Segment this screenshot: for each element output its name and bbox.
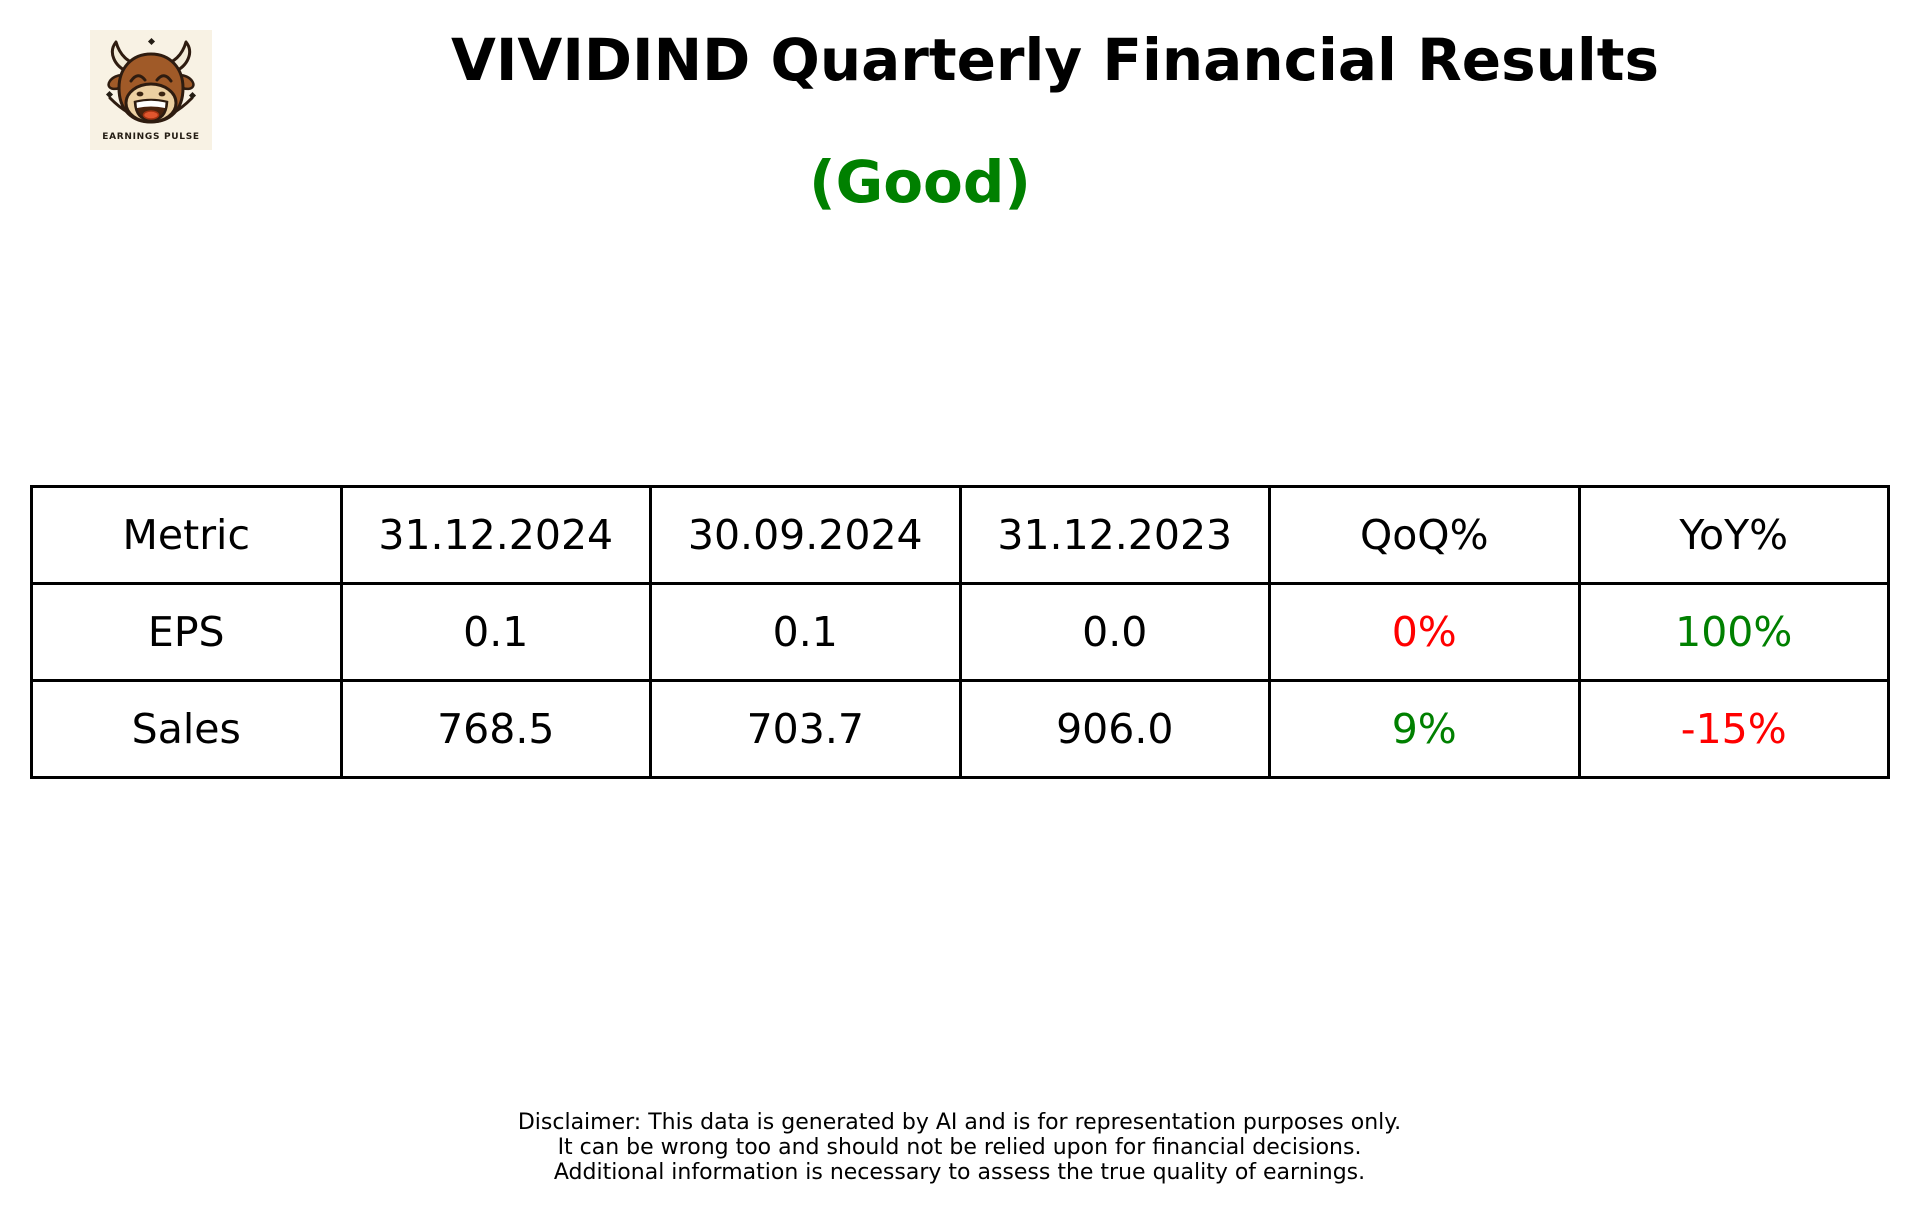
header-row: Metric 31.12.2024 30.09.2024 31.12.2023 … — [30, 485, 1890, 585]
cell-eps-metric: EPS — [30, 582, 343, 682]
col-header-qoq: QoQ% — [1268, 485, 1581, 585]
page-title: VIVIDIND Quarterly Financial Results — [450, 26, 1660, 94]
disclaimer-line-2: It can be wrong too and should not be re… — [557, 1135, 1362, 1160]
cell-eps-current: 0.1 — [339, 582, 652, 682]
cell-sales-yoy: -15% — [1577, 679, 1890, 779]
disclaimer-line-1: Disclaimer: This data is generated by AI… — [517, 1110, 1402, 1135]
cell-eps-previous: 0.1 — [649, 582, 962, 682]
table-row-eps: EPS 0.1 0.1 0.0 0% 100% — [30, 582, 1890, 682]
cell-sales-metric: Sales — [30, 679, 343, 779]
cell-sales-qoq: 9% — [1268, 679, 1581, 779]
cell-eps-yoy: 100% — [1577, 582, 1890, 682]
cell-eps-yearago: 0.0 — [958, 582, 1271, 682]
col-header-q-yearago: 31.12.2023 — [958, 485, 1271, 585]
col-header-yoy: YoY% — [1577, 485, 1890, 585]
cell-sales-previous: 703.7 — [649, 679, 962, 779]
results-table-body: EPS 0.1 0.1 0.0 0% 100% Sales 768.5 703.… — [30, 582, 1890, 779]
table-row-sales: Sales 768.5 703.7 906.0 9% -15% — [30, 679, 1890, 779]
disclaimer-line-3: Additional information is necessary to a… — [553, 1160, 1366, 1185]
col-header-q-previous: 30.09.2024 — [649, 485, 962, 585]
cell-sales-yearago: 906.0 — [958, 679, 1271, 779]
cell-eps-qoq: 0% — [1268, 582, 1581, 682]
logo-caption: EARNINGS PULSE — [102, 132, 200, 142]
cell-sales-current: 768.5 — [339, 679, 652, 779]
earnings-pulse-logo: EARNINGS PULSE — [90, 30, 212, 150]
results-table-header: Metric 31.12.2024 30.09.2024 31.12.2023 … — [30, 485, 1890, 585]
verdict-label: (Good) — [809, 148, 1031, 216]
col-header-q-current: 31.12.2024 — [339, 485, 652, 585]
col-header-metric: Metric — [30, 485, 343, 585]
results-table: Metric 31.12.2024 30.09.2024 31.12.2023 … — [30, 485, 1890, 779]
laughing-bull-icon — [105, 37, 197, 124]
disclaimer: Disclaimer: This data is generated by AI… — [0, 1110, 1919, 1185]
